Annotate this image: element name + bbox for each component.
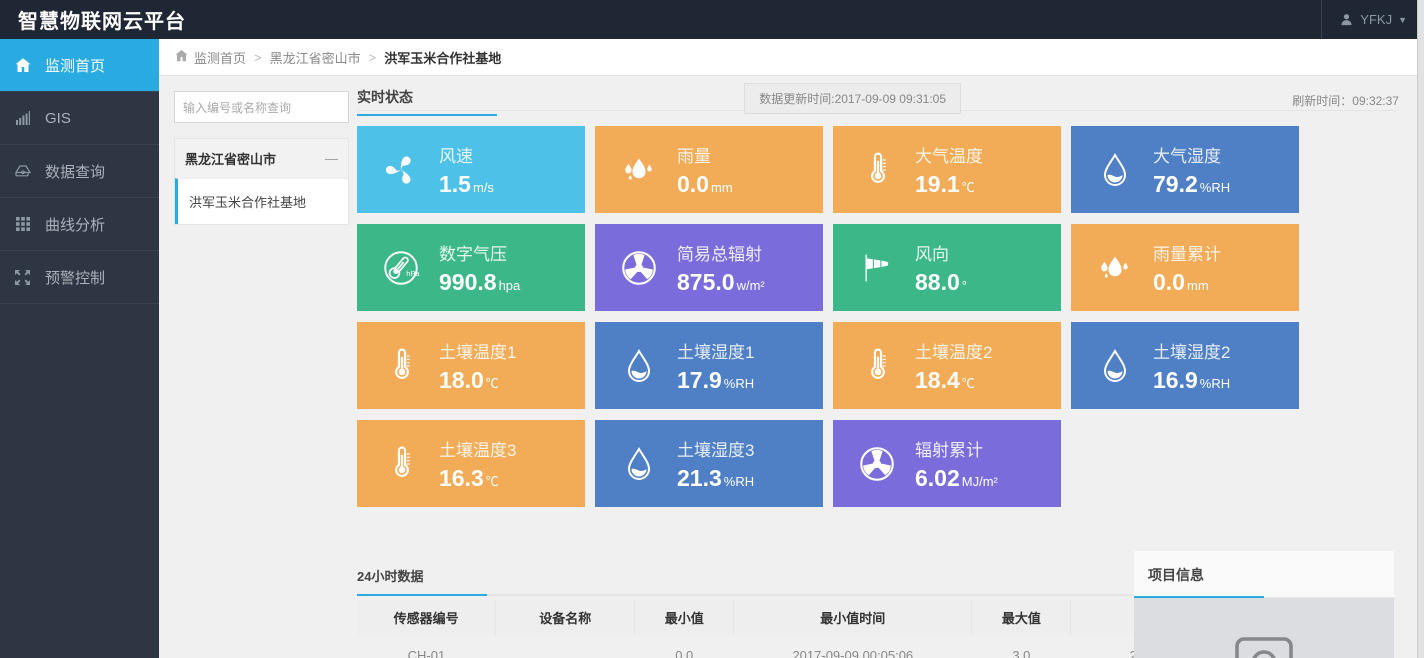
svg-text:hPa: hPa bbox=[406, 268, 420, 277]
